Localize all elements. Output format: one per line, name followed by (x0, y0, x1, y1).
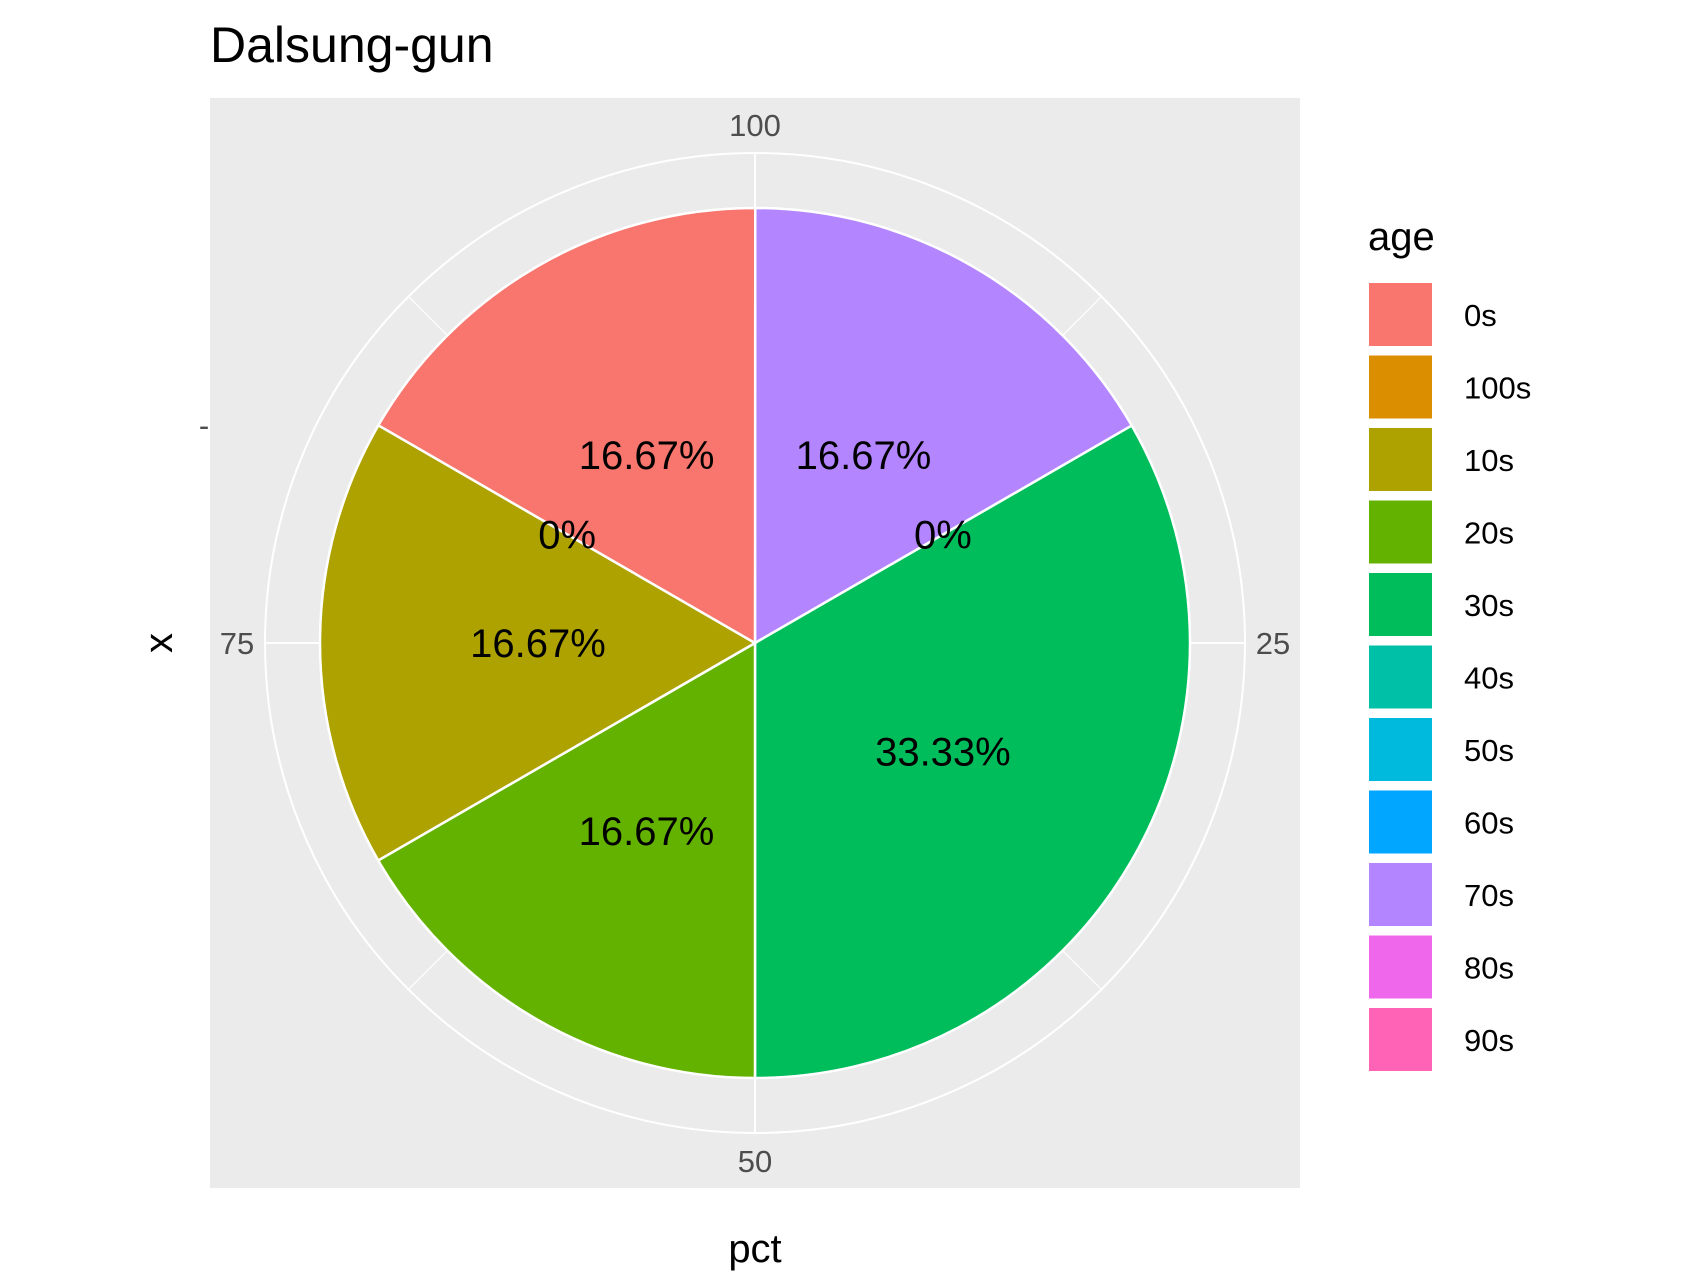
pie-slice-0s (376, 206, 757, 646)
legend-key-50s (1367, 716, 1434, 783)
minor-grid-line (408, 296, 448, 336)
y-axis-title: x (137, 633, 181, 653)
legend-label-30s: 30s (1464, 588, 1514, 623)
slice-label-100s: 0% (538, 513, 596, 557)
legend-label-20s: 20s (1464, 516, 1514, 551)
pie-slice-70s (753, 206, 1134, 646)
legend-key-100s (1367, 353, 1434, 421)
pie-slice-20s (376, 640, 757, 1080)
slice-label-40s: 0% (914, 514, 972, 558)
legend-title: age (1368, 215, 1435, 259)
polar-grid (264, 152, 1246, 1134)
theta-axis-ticks: 100 25 50 75 (220, 108, 1290, 1179)
legend-key-10s (1367, 426, 1434, 493)
legend-key-40s (1367, 643, 1434, 711)
minor-grid-line (1062, 296, 1102, 336)
minor-grid-line (408, 950, 448, 990)
slice-label-0s: 16.67% (579, 434, 715, 478)
legend-label-80s: 80s (1464, 951, 1514, 986)
legend-key-20s (1367, 498, 1434, 566)
legend-label-40s: 40s (1464, 661, 1514, 696)
legend-key-30s (1367, 571, 1434, 638)
legend: 0s 100s 10s 20s 30s 40s 50s 60s 70s 80s 90s (1367, 281, 1531, 1073)
slice-labels: 16.67% 0% 33.33% 16.67% 16.67% 0% 16.67% (470, 434, 1011, 854)
legend-label-70s: 70s (1464, 878, 1514, 913)
chart-title: Dalsung-gun (210, 17, 494, 73)
legend-label-90s: 90s (1464, 1023, 1514, 1058)
pie-slice-10s (318, 423, 758, 863)
legend-key-80s (1367, 933, 1434, 1001)
legend-label-0s: 0s (1464, 298, 1497, 333)
pie-slices (318, 206, 1192, 1080)
minor-grid-line (1062, 950, 1102, 990)
legend-key-90s (1367, 1006, 1434, 1073)
slice-label-70s: 16.67% (796, 434, 932, 478)
slice-label-30s: 33.33% (875, 731, 1011, 775)
legend-key-60s (1367, 788, 1434, 856)
legend-label-60s: 60s (1464, 806, 1514, 841)
y-axis-tick-label: - (199, 408, 209, 443)
slice-label-20s: 16.67% (579, 810, 715, 854)
theta-tick-label: 25 (1256, 626, 1290, 661)
legend-label-100s: 100s (1464, 371, 1531, 406)
legend-label-10s: 10s (1464, 443, 1514, 478)
slice-label-10s: 16.67% (470, 622, 606, 666)
theta-tick-label: 50 (738, 1144, 772, 1179)
theta-tick-label: 75 (220, 626, 254, 661)
legend-key-70s (1367, 861, 1434, 928)
legend-label-50s: 50s (1464, 733, 1514, 768)
x-axis-title: pct (728, 1227, 781, 1271)
pie-slice-30s (753, 423, 1192, 1080)
theta-tick-label: 100 (729, 108, 781, 143)
legend-key-0s (1367, 281, 1434, 348)
